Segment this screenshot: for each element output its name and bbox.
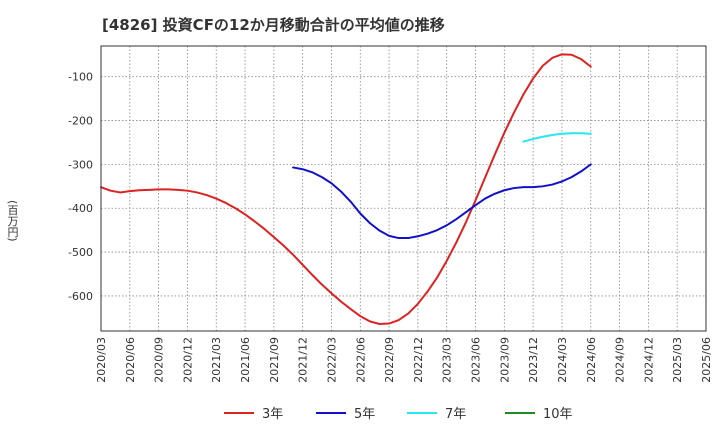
x-tick-label: 2021/09 <box>268 337 281 383</box>
x-tick-label: 2022/06 <box>354 337 367 383</box>
x-tick-label: 2021/12 <box>297 337 310 383</box>
y-tick-label: -600 <box>68 290 93 303</box>
y-tick-label: -200 <box>68 115 93 128</box>
x-tick-label: 2022/09 <box>383 337 396 383</box>
x-tick-label: 2025/06 <box>700 337 713 383</box>
x-tick-label: 2022/03 <box>325 337 338 383</box>
x-tick-label: 2020/09 <box>153 337 166 383</box>
axes: 2020/03 2020/06 2020/09 2020/12 2021/03 2021/… <box>68 45 713 383</box>
x-tick-label: 2020/12 <box>181 337 194 383</box>
y-tick-label: -100 <box>68 71 93 84</box>
legend-label-3年: 3年 <box>262 407 283 422</box>
x-tick-label: 2023/12 <box>527 337 540 383</box>
y-tick-label: -300 <box>68 158 93 171</box>
x-tick-label: 2024/03 <box>556 337 569 383</box>
chart-title: [4826] 投資CFの12か月移動合計の平均値の推移 <box>102 16 445 34</box>
x-tick-label: 2021/06 <box>239 337 252 383</box>
x-tick-label: 2024/09 <box>614 337 627 383</box>
series-lines <box>100 53 592 325</box>
x-tick-label: 2024/06 <box>585 337 598 383</box>
y-tick-label: -500 <box>68 246 93 259</box>
y-axis-label: (百万円) <box>6 200 19 242</box>
legend-label-5年: 5年 <box>354 407 375 422</box>
x-tick-label: 2020/06 <box>124 337 137 383</box>
x-tick-label: 2023/09 <box>498 337 511 383</box>
legend-label-7年: 7年 <box>445 407 466 422</box>
x-tick-label: 2022/12 <box>412 337 425 383</box>
x-tick-label: 2020/03 <box>95 337 108 383</box>
series-line-5年 <box>292 163 592 240</box>
x-tick-label: 2021/03 <box>210 337 223 383</box>
x-tick-label: 2023/06 <box>470 337 483 383</box>
legend: 3年 5年 7年 10年 <box>224 407 573 422</box>
plot-frame <box>100 45 707 332</box>
x-tick-label: 2025/03 <box>671 337 684 383</box>
grid <box>100 46 707 331</box>
series-line-3年 <box>100 53 592 325</box>
series-line-7年 <box>522 132 592 143</box>
y-tick-label: -400 <box>68 202 93 215</box>
legend-label-10年: 10年 <box>543 407 573 422</box>
x-tick-label: 2024/12 <box>642 337 655 383</box>
x-tick-label: 2023/03 <box>441 337 454 383</box>
